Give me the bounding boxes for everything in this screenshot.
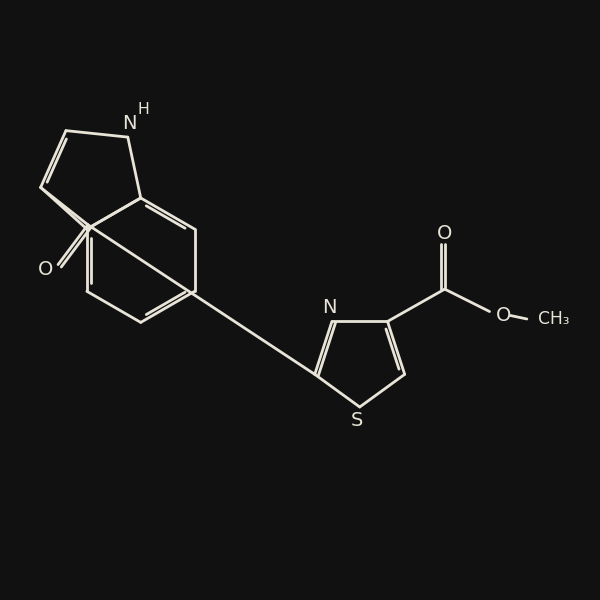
Text: N: N [122, 113, 137, 133]
Text: O: O [496, 306, 511, 325]
Text: CH₃: CH₃ [538, 310, 569, 328]
Text: S: S [351, 412, 364, 430]
Text: O: O [437, 224, 452, 243]
Text: N: N [322, 298, 337, 317]
Text: O: O [38, 260, 53, 279]
Text: H: H [138, 102, 149, 117]
